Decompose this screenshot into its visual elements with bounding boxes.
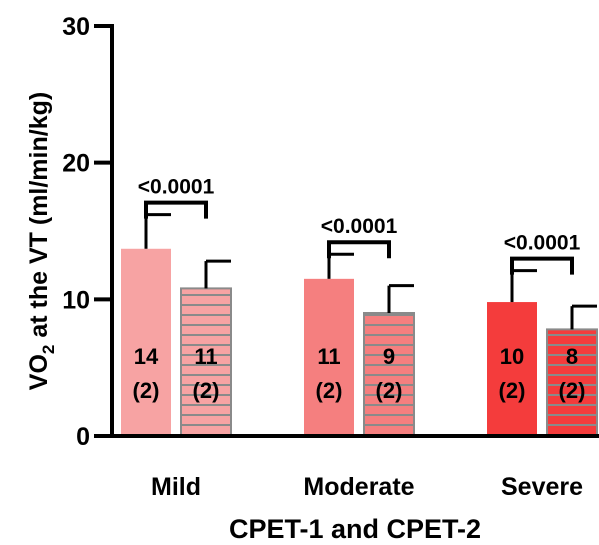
- y-axis-title-subscript: 2: [39, 345, 58, 354]
- p-value-label: <0.0001: [138, 176, 215, 199]
- p-value-label: <0.0001: [504, 232, 581, 255]
- significance-bracket: [327, 240, 391, 259]
- bar-count-label: 11: [194, 344, 217, 369]
- bar-sd-label: (2): [499, 378, 526, 403]
- bar-moderate-1: [304, 278, 354, 436]
- bar-count-label: 14: [134, 344, 159, 369]
- bar-moderate-2: [363, 312, 415, 437]
- bar-mild-1: [121, 248, 171, 436]
- y-tick-label: 20: [62, 150, 90, 178]
- significance-bracket: [510, 256, 574, 275]
- x-category-label: Severe: [501, 473, 583, 501]
- bar-count-label: 11: [317, 344, 340, 369]
- bar-count-label: 9: [383, 344, 395, 369]
- y-axis-title-main: VO: [25, 354, 53, 390]
- y-axis-title-rest: at the VT (ml/min/kg): [25, 92, 53, 345]
- bar-sd-label: (2): [316, 378, 343, 403]
- bar-count-label: 10: [500, 344, 524, 369]
- x-category-label: Mild: [151, 473, 201, 501]
- bar-sd-label: (2): [133, 378, 160, 403]
- bar-count-label: 8: [566, 344, 578, 369]
- p-value-label: <0.0001: [321, 215, 398, 238]
- y-tick-label: 10: [62, 286, 90, 314]
- bars-layer: 14 (2) 11 (2) <0.0001 11 (2) 9 (2) <0.0001 10 (2) 8 (…: [121, 176, 598, 437]
- bar-sd-label: (2): [193, 378, 220, 403]
- axes-layer: [110, 24, 599, 438]
- significance-bracket: [144, 200, 208, 219]
- y-ticks-layer: 0 10 20 30: [62, 13, 114, 451]
- x-category-label: Moderate: [303, 473, 414, 501]
- bar-severe-1: [487, 302, 537, 436]
- bar-sd-label: (2): [376, 378, 403, 403]
- y-axis-title: VO2 at the VT (ml/min/kg): [25, 92, 58, 390]
- x-axis-title: CPET-1 and CPET-2: [229, 514, 481, 544]
- bar-sd-label: (2): [559, 378, 586, 403]
- y-tick-label: 0: [76, 423, 90, 451]
- y-tick-label: 30: [62, 13, 90, 41]
- x-categories-layer: Mild Moderate Severe: [151, 473, 583, 501]
- bar-mild-2: [180, 287, 232, 437]
